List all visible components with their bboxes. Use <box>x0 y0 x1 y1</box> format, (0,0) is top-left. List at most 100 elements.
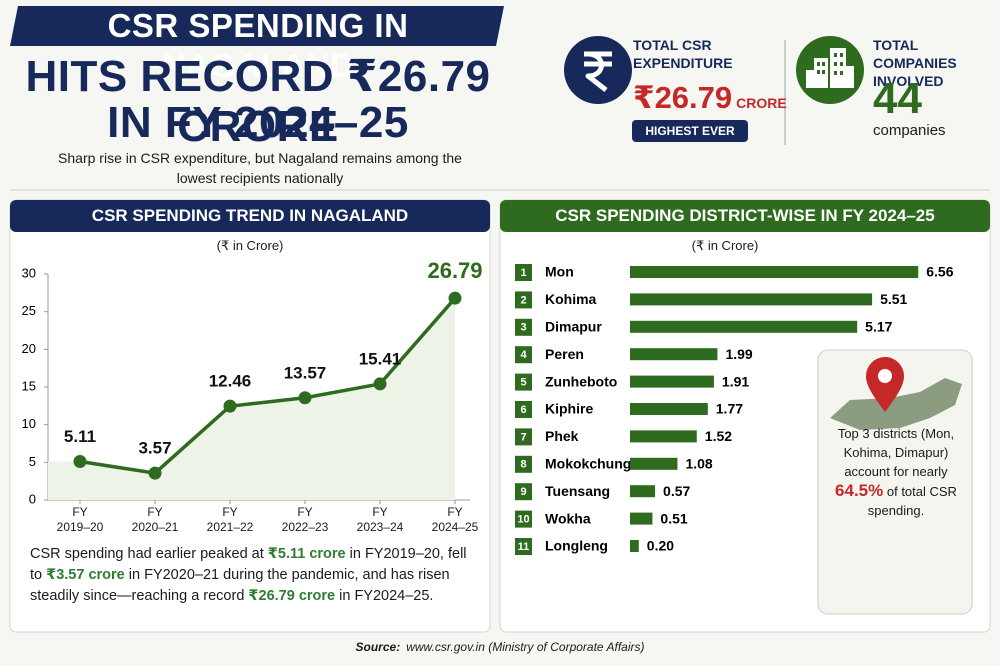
y-tick-label: 25 <box>22 303 36 318</box>
rank-badge <box>515 401 532 418</box>
rank-badge <box>515 346 532 364</box>
stat-label: TOTAL COMPANIES INVOLVED <box>873 37 957 89</box>
x-tick-label: FY 2023–24 <box>356 505 404 534</box>
data-label: 1.91 <box>722 373 749 389</box>
bar <box>630 485 656 498</box>
bar <box>630 293 873 306</box>
callout-after: of total CSR spending. <box>867 484 957 518</box>
source-text: www.csr.gov.in (Ministry of Corporate Af… <box>406 640 645 654</box>
data-label: 3.57 <box>138 439 171 458</box>
bar <box>630 348 718 361</box>
point <box>298 391 312 405</box>
y-tick-label: 10 <box>22 416 36 431</box>
map-shape <box>830 378 962 430</box>
category-label: Tuensang <box>545 483 610 499</box>
data-label: 13.57 <box>284 363 327 382</box>
rank-badge <box>515 373 532 391</box>
rank-label: 5 <box>520 377 526 389</box>
note-part: ₹3.57 crore <box>46 567 125 583</box>
data-label: 0.57 <box>663 483 690 499</box>
rank-badge <box>515 538 532 555</box>
subtitle: Sharp rise in CSR expenditure, but Nagal… <box>58 150 462 186</box>
note: CSR spending had earlier peaked at ₹5.11… <box>30 544 470 607</box>
area <box>48 298 455 500</box>
stat-unit: CRORE <box>736 95 787 111</box>
data-label: 1.99 <box>725 346 752 362</box>
y-tick-label: 30 <box>22 265 36 280</box>
stat-value-row: ₹26.79 CRORE <box>633 80 787 116</box>
map-pin-dot <box>878 369 892 383</box>
bar <box>630 540 639 552</box>
point <box>223 399 237 413</box>
y-tick-label: 20 <box>22 341 36 356</box>
x-tick-label: FY 2024–25 <box>431 505 479 534</box>
data-label: 5.11 <box>64 427 96 446</box>
rank-label: 4 <box>520 349 527 361</box>
bar <box>630 512 653 525</box>
panel-title: CSR SPENDING TREND IN NAGALAND <box>91 206 409 225</box>
bar <box>630 320 858 333</box>
rank-badge <box>515 510 532 528</box>
category-label: Zunheboto <box>545 373 617 389</box>
data-label: 1.52 <box>705 428 732 444</box>
trend-panel-header <box>10 200 490 232</box>
badge: HIGHEST EVER <box>632 120 748 142</box>
rank-badge <box>515 455 532 473</box>
note-part: ₹26.79 crore <box>248 588 336 604</box>
data-label: 12.46 <box>209 372 252 391</box>
title-line: HITS RECORD ₹26.79 CRORE <box>25 52 491 151</box>
rank-badge <box>515 264 532 281</box>
stat-value: 44 <box>873 74 922 123</box>
unit-label: (₹ in Crore) <box>691 238 759 253</box>
category-label: Dimapur <box>545 319 602 335</box>
category-label: Phek <box>545 428 579 444</box>
title-banner <box>10 6 504 46</box>
rupee-symbol <box>584 51 612 92</box>
source-label: Source: <box>355 640 401 654</box>
bar <box>630 403 708 415</box>
rank-badge <box>515 428 532 446</box>
rank-label: 3 <box>520 322 526 334</box>
data-label: 1.77 <box>716 401 743 417</box>
rank-label: 1 <box>520 267 526 279</box>
map-pin <box>866 357 904 412</box>
rank-label: 2 <box>520 294 526 306</box>
note-part: CSR spending had earlier peaked at <box>30 546 268 562</box>
rank-label: 6 <box>520 404 526 416</box>
stat-label: TOTAL CSR EXPENDITURE <box>633 37 733 71</box>
district-panel-header <box>500 200 990 232</box>
x-tick-label: FY 2021–22 <box>206 505 254 534</box>
stat-value: ₹26.79 <box>633 80 733 115</box>
point <box>373 377 387 391</box>
stat-unit: companies <box>873 122 946 139</box>
x-tick-label: FY 2022–23 <box>281 505 329 534</box>
category-label: Mokokchung <box>545 456 631 472</box>
bar <box>630 430 697 443</box>
callout-before: Top 3 districts (Mon, Kohima, Dimapur) a… <box>837 426 955 479</box>
category-label: Wokha <box>545 510 591 526</box>
note-part: ₹5.11 crore <box>267 546 346 562</box>
point <box>148 466 162 480</box>
data-label: 0.51 <box>660 510 687 526</box>
rank-label: 8 <box>520 459 526 471</box>
rank-badge <box>515 291 532 309</box>
callout-text: Top 3 districts (Mon, Kohima, Dimapur) a… <box>826 424 966 520</box>
title-line: CSR SPENDING IN NAGALAND <box>107 7 409 84</box>
panel-title: CSR SPENDING DISTRICT-WISE IN FY 2024–25 <box>555 206 935 225</box>
data-label: 15.41 <box>359 349 402 368</box>
category-label: Mon <box>545 264 574 280</box>
bar <box>630 457 678 470</box>
x-tick-label: FY 2019–20 <box>56 505 104 534</box>
bar <box>630 375 714 388</box>
category-label: Peren <box>545 346 584 362</box>
note-part: in FY2019–20, fell to <box>30 546 467 583</box>
note-part: in FY2020–21 during the pandemic, and ha… <box>30 567 450 604</box>
data-label: 6.56 <box>926 264 953 280</box>
line <box>79 297 457 475</box>
callout-highlight: 64.5% <box>835 481 884 500</box>
category-label: Kiphire <box>545 401 593 417</box>
point <box>73 455 87 469</box>
y-tick-label: 0 <box>29 491 36 506</box>
